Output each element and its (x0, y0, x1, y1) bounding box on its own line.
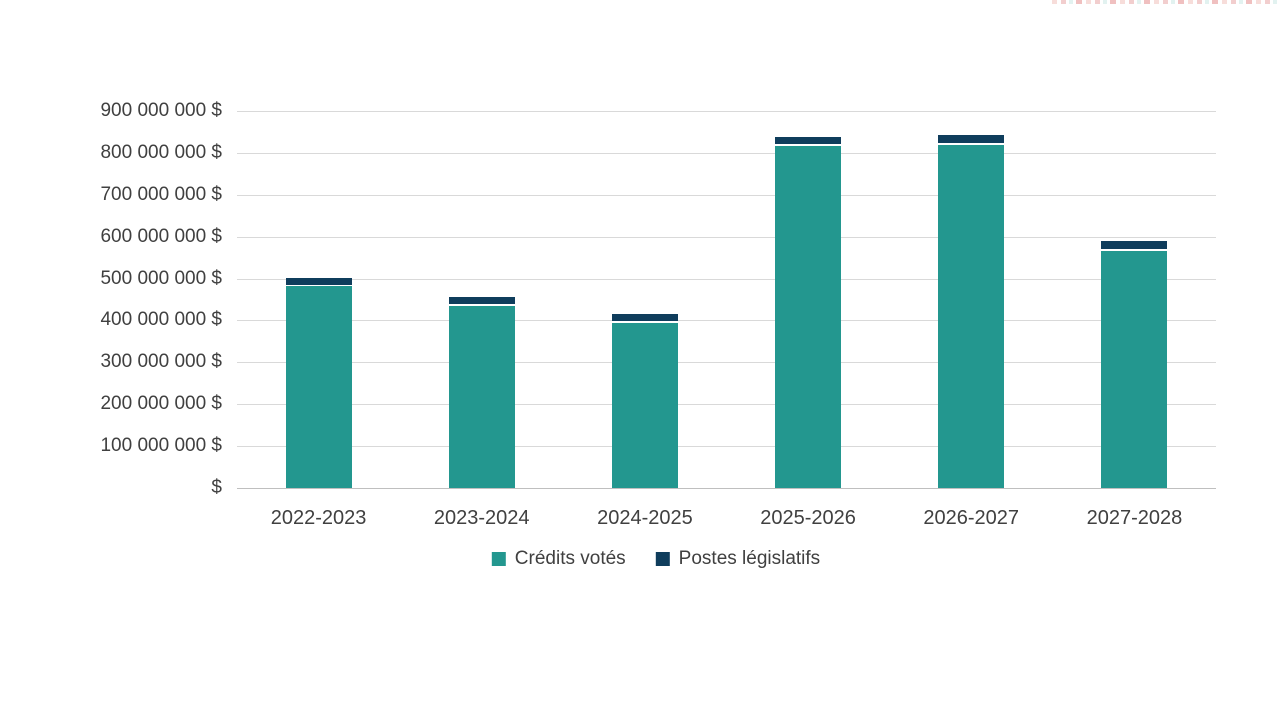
x-tick-label: 2027-2028 (1086, 507, 1183, 529)
legend-item-credits-votes: Crédits votés (491, 548, 626, 570)
x-tick-label: 2022-2023 (270, 507, 367, 529)
bar-segment-postes-legislatifs (611, 313, 678, 322)
gridline (237, 488, 1216, 489)
legend-item-postes-legislatifs: Postes législatifs (655, 548, 821, 570)
gridline (237, 236, 1216, 238)
y-tick-label: 700 000 000 $ (100, 183, 222, 205)
x-tick-label: 2024-2025 (597, 507, 693, 529)
gridline (237, 362, 1216, 364)
gridline (237, 278, 1216, 280)
bar-group (285, 278, 352, 488)
legend: Crédits votés Postes législatifs (491, 548, 821, 570)
legend-label-postes-legislatifs: Postes législatifs (678, 548, 821, 569)
bar-group (938, 135, 1005, 488)
bar-segment-credits-votes (285, 286, 352, 488)
gridline (237, 111, 1216, 112)
y-tick-label: $ (211, 477, 222, 498)
plot-area (237, 111, 1216, 489)
clipped-header-text-fragment (1052, 0, 1280, 4)
y-tick-label: 200 000 000 $ (100, 393, 222, 415)
bar-group (448, 296, 515, 488)
bar-segment-credits-votes (1101, 250, 1168, 488)
legend-swatch-postes-legislatifs-icon (655, 552, 670, 566)
bar-segment-postes-legislatifs (938, 135, 1005, 144)
bar-segment-postes-legislatifs (285, 278, 352, 285)
x-tick-label: 2025-2026 (760, 507, 856, 529)
gridline (237, 152, 1216, 154)
y-tick-label: 900 000 000 $ (100, 100, 222, 121)
gridline (237, 194, 1216, 196)
gridline (237, 320, 1216, 322)
y-tick-label: 300 000 000 $ (100, 351, 222, 373)
bar-group (775, 136, 842, 488)
y-tick-label: 600 000 000 $ (100, 225, 222, 247)
bar-segment-credits-votes (448, 305, 515, 488)
x-tick-label: 2023-2024 (433, 507, 530, 529)
legend-label-credits-votes: Crédits votés (514, 548, 626, 569)
y-tick-label: 500 000 000 $ (100, 267, 222, 289)
legend-swatch-credits-votes-icon (491, 552, 506, 566)
bar-segment-postes-legislatifs (448, 296, 515, 305)
bar-group (611, 313, 678, 488)
bar-segment-credits-votes (775, 145, 842, 488)
y-tick-label: 400 000 000 $ (100, 309, 222, 331)
bar-segment-credits-votes (611, 322, 678, 488)
bar-segment-credits-votes (938, 144, 1005, 488)
bar-group (1101, 241, 1168, 488)
x-tick-label: 2026-2027 (923, 507, 1020, 529)
gridline (237, 404, 1216, 406)
y-tick-label: 800 000 000 $ (100, 141, 222, 163)
y-tick-label: 100 000 000 $ (100, 435, 222, 457)
bar-segment-postes-legislatifs (775, 136, 842, 145)
gridline (237, 446, 1216, 448)
bar-segment-postes-legislatifs (1101, 241, 1168, 250)
